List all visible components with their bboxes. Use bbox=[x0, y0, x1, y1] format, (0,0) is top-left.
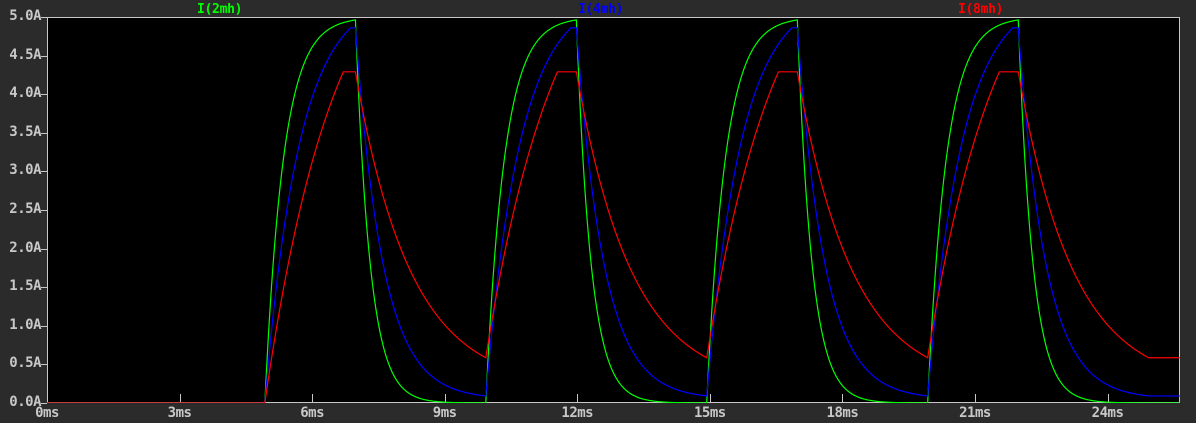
y-axis-tick-mark bbox=[41, 171, 47, 172]
y-axis-tick-label: 1.5A bbox=[9, 278, 41, 295]
y-axis-tick-label: 4.0A bbox=[9, 85, 41, 102]
y-axis-tick-mark bbox=[41, 287, 47, 288]
trace-i4mh bbox=[47, 27, 1180, 403]
y-axis-tick-label: 2.0A bbox=[9, 239, 41, 256]
x-axis-tick-label: 12ms bbox=[561, 405, 594, 421]
x-axis-tick-label: 9ms bbox=[432, 405, 457, 421]
legend-label-i8mh[interactable]: I(8mh) bbox=[958, 2, 1004, 17]
plot-area[interactable] bbox=[47, 17, 1180, 403]
y-axis-tick-label: 3.5A bbox=[9, 123, 41, 140]
y-axis-tick-mark bbox=[41, 17, 47, 18]
x-axis-tick-label: 3ms bbox=[167, 405, 192, 421]
y-axis-tick-label: 2.5A bbox=[9, 201, 41, 217]
x-axis-tick-label: 6ms bbox=[300, 405, 325, 421]
waveform-canvas bbox=[47, 17, 1180, 403]
y-axis-tick-mark bbox=[41, 210, 47, 211]
legend-label-i2mh[interactable]: I(2mh) bbox=[197, 2, 243, 17]
y-axis-tick-label: 0.5A bbox=[9, 355, 41, 372]
y-axis-tick-mark bbox=[41, 94, 47, 95]
x-axis-tick-label: 0ms bbox=[35, 405, 59, 421]
y-axis-tick-label: 4.5A bbox=[9, 46, 41, 63]
x-axis-tick-label: 21ms bbox=[959, 405, 991, 421]
x-axis-tick-label: 15ms bbox=[693, 405, 726, 421]
y-axis-tick-label: 1.0A bbox=[9, 316, 41, 333]
trace-i2mh bbox=[47, 19, 1180, 403]
y-axis-tick-mark bbox=[41, 133, 47, 134]
y-axis-tick-mark bbox=[41, 249, 47, 250]
y-axis-tick-label: 5.0A bbox=[9, 8, 41, 24]
x-axis-tick-label: 24ms bbox=[1091, 405, 1124, 421]
y-axis-tick-mark bbox=[41, 326, 47, 327]
legend-label-i4mh[interactable]: I(4mh) bbox=[578, 2, 624, 17]
y-axis-tick-label: 3.0A bbox=[9, 162, 41, 179]
x-axis-tick-label: 18ms bbox=[826, 405, 859, 421]
y-axis-tick-mark bbox=[41, 403, 47, 404]
y-axis-tick-mark bbox=[41, 56, 47, 57]
trace-i8mh bbox=[47, 71, 1180, 403]
y-axis-tick-mark bbox=[41, 364, 47, 365]
y-axis-tick-label: 0.0A bbox=[9, 394, 41, 410]
